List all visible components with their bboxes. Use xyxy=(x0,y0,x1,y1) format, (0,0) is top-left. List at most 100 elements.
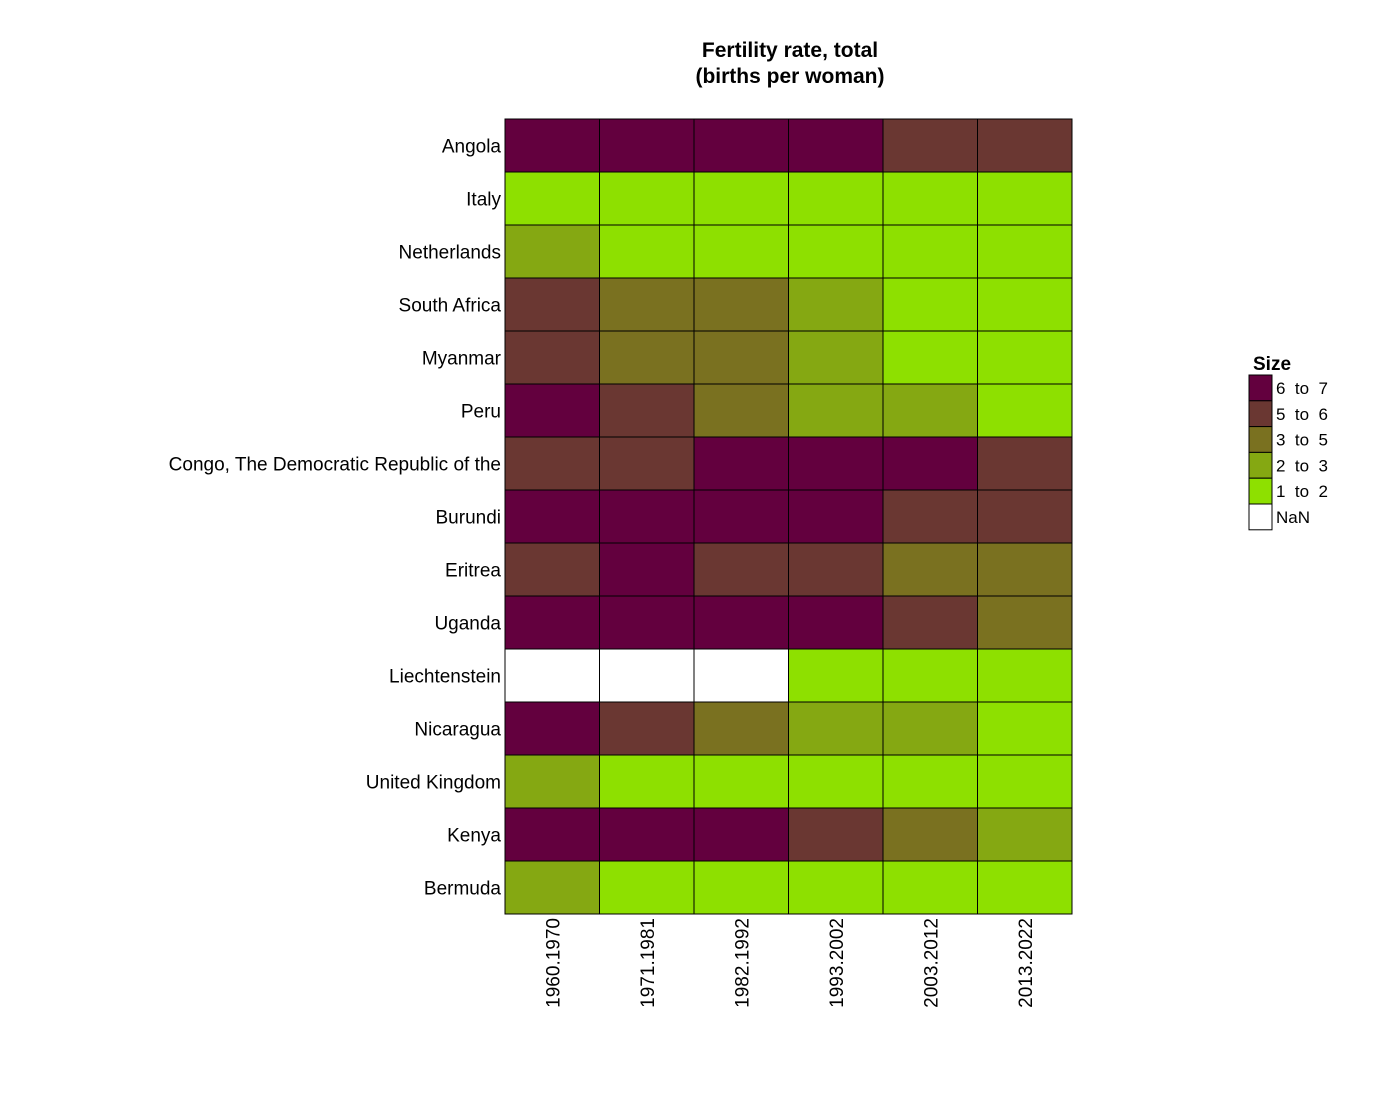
cell-uganda-2013-2022 xyxy=(977,595,1073,650)
cell-south-africa-2003-2012 xyxy=(882,277,978,332)
cell-congo-the-democratic-republic-of-the-1993-2002 xyxy=(788,436,884,491)
cell-bermuda-1960-1970 xyxy=(504,860,600,915)
cell-uganda-1971-1981 xyxy=(599,595,695,650)
cell-south-africa-1993-2002 xyxy=(788,277,884,332)
cell-south-africa-2013-2022 xyxy=(977,277,1073,332)
cell-uganda-1993-2002 xyxy=(788,595,884,650)
cell-burundi-1982-1992 xyxy=(693,489,789,544)
cell-united-kingdom-1982-1992 xyxy=(693,754,789,809)
cell-kenya-2003-2012 xyxy=(882,807,978,862)
cell-united-kingdom-2013-2022 xyxy=(977,754,1073,809)
legend-label-2-to-3: 2 to 3 xyxy=(1276,456,1328,475)
cell-netherlands-2003-2012 xyxy=(882,224,978,279)
cell-liechtenstein-1960-1970 xyxy=(504,648,600,703)
cell-uganda-1960-1970 xyxy=(504,595,600,650)
cell-burundi-1971-1981 xyxy=(599,489,695,544)
legend-swatch-6-to-7 xyxy=(1248,374,1273,402)
legend-label-5-to-6: 5 to 6 xyxy=(1276,405,1328,424)
legend-swatch-1-to-2 xyxy=(1248,477,1273,505)
cell-south-africa-1960-1970 xyxy=(504,277,600,332)
cell-burundi-2013-2022 xyxy=(977,489,1073,544)
cell-congo-the-democratic-republic-of-the-2013-2022 xyxy=(977,436,1073,491)
cell-burundi-1993-2002 xyxy=(788,489,884,544)
cell-kenya-1971-1981 xyxy=(599,807,695,862)
cell-myanmar-1971-1981 xyxy=(599,330,695,385)
chart-title-line-1: Fertility rate, total xyxy=(702,39,878,62)
legend-label-1-to-2: 1 to 2 xyxy=(1276,482,1328,501)
chart-title-line-2: (births per woman) xyxy=(695,65,884,88)
cell-congo-the-democratic-republic-of-the-1971-1981 xyxy=(599,436,695,491)
row-label-liechtenstein: Liechtenstein xyxy=(389,667,501,688)
cell-burundi-2003-2012 xyxy=(882,489,978,544)
cell-kenya-2013-2022 xyxy=(977,807,1073,862)
cell-netherlands-1982-1992 xyxy=(693,224,789,279)
row-label-myanmar: Myanmar xyxy=(422,349,502,370)
cell-myanmar-2013-2022 xyxy=(977,330,1073,385)
cell-myanmar-2003-2012 xyxy=(882,330,978,385)
legend-label-nan: NaN xyxy=(1276,508,1310,527)
cell-peru-1993-2002 xyxy=(788,383,884,438)
cell-burundi-1960-1970 xyxy=(504,489,600,544)
cell-italy-2013-2022 xyxy=(977,171,1073,226)
cell-peru-2003-2012 xyxy=(882,383,978,438)
row-label-burundi: Burundi xyxy=(436,508,502,529)
row-label-angola: Angola xyxy=(442,137,502,158)
cell-bermuda-2003-2012 xyxy=(882,860,978,915)
legend-swatch-3-to-5 xyxy=(1248,426,1273,453)
cell-south-africa-1971-1981 xyxy=(599,277,695,332)
legend-label-3-to-5: 3 to 5 xyxy=(1276,431,1328,450)
cell-nicaragua-1993-2002 xyxy=(788,701,884,756)
cell-nicaragua-1960-1970 xyxy=(504,701,600,756)
cell-united-kingdom-2003-2012 xyxy=(882,754,978,809)
row-label-kenya: Kenya xyxy=(447,826,501,847)
row-label-peru: Peru xyxy=(461,402,501,423)
cell-uganda-2003-2012 xyxy=(882,595,978,650)
column-label-1993-2002: 1993.2002 xyxy=(827,918,848,1008)
cell-italy-1971-1981 xyxy=(599,171,695,226)
cell-italy-1982-1992 xyxy=(693,171,789,226)
cell-united-kingdom-1971-1981 xyxy=(599,754,695,809)
cell-angola-1960-1970 xyxy=(504,118,600,173)
cell-kenya-1960-1970 xyxy=(504,807,600,862)
heatmap-cells xyxy=(504,118,1073,915)
column-label-2003-2012: 2003.2012 xyxy=(921,918,942,1008)
cell-eritrea-1960-1970 xyxy=(504,542,600,597)
cell-eritrea-1971-1981 xyxy=(599,542,695,597)
cell-congo-the-democratic-republic-of-the-1982-1992 xyxy=(693,436,789,491)
cell-peru-1960-1970 xyxy=(504,383,600,438)
cell-congo-the-democratic-republic-of-the-2003-2012 xyxy=(882,436,978,491)
legend-swatch-nan xyxy=(1248,503,1273,531)
row-label-nicaragua: Nicaragua xyxy=(414,720,501,741)
cell-eritrea-2013-2022 xyxy=(977,542,1073,597)
cell-angola-1982-1992 xyxy=(693,118,789,173)
cell-angola-2003-2012 xyxy=(882,118,978,173)
cell-liechtenstein-2013-2022 xyxy=(977,648,1073,703)
row-label-south-africa: South Africa xyxy=(399,296,502,317)
cell-bermuda-1993-2002 xyxy=(788,860,884,915)
legend: Size 6 to 7 5 to 6 3 to 5 2 to 3 1 to 2 NaN xyxy=(1248,354,1328,531)
row-label-bermuda: Bermuda xyxy=(424,879,502,900)
cell-eritrea-1982-1992 xyxy=(693,542,789,597)
cell-eritrea-2003-2012 xyxy=(882,542,978,597)
cell-united-kingdom-1993-2002 xyxy=(788,754,884,809)
cell-peru-1982-1992 xyxy=(693,383,789,438)
cell-congo-the-democratic-republic-of-the-1960-1970 xyxy=(504,436,600,491)
cell-angola-1993-2002 xyxy=(788,118,884,173)
column-label-1971-1981: 1971.1981 xyxy=(638,918,659,1008)
legend-title: Size xyxy=(1253,354,1291,375)
column-label-1982-1992: 1982.1992 xyxy=(732,918,753,1008)
column-label-2013-2022: 2013.2022 xyxy=(1016,918,1037,1008)
cell-liechtenstein-1982-1992 xyxy=(693,648,789,703)
cell-angola-2013-2022 xyxy=(977,118,1073,173)
cell-netherlands-2013-2022 xyxy=(977,224,1073,279)
cell-nicaragua-2013-2022 xyxy=(977,701,1073,756)
cell-italy-2003-2012 xyxy=(882,171,978,226)
cell-netherlands-1960-1970 xyxy=(504,224,600,279)
row-labels: Angola Italy Netherlands South Africa Myanma… xyxy=(169,137,502,900)
row-label-congo-the-democratic-republic-of-the: Congo, The Democratic Republic of the xyxy=(169,455,501,476)
column-labels: 1960.1970 1971.1981 1982.1992 1993.2002 2003… xyxy=(543,918,1037,1008)
row-label-united-kingdom: United Kingdom xyxy=(366,773,501,794)
cell-eritrea-1993-2002 xyxy=(788,542,884,597)
cell-italy-1960-1970 xyxy=(504,171,600,226)
